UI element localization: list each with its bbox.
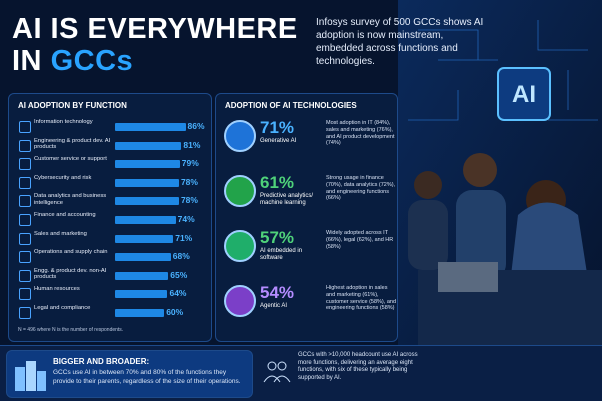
technology-item: 57% AI embedded in software Widely adopted… xyxy=(224,226,396,278)
technology-icon xyxy=(224,285,256,317)
value-label: 79% xyxy=(181,158,199,169)
panel-title: AI ADOPTION BY FUNCTION xyxy=(18,101,127,110)
technology-icon xyxy=(224,230,256,262)
building-icon xyxy=(15,361,46,391)
category-label: Customer service or support xyxy=(34,156,107,163)
function-row: Operations and supply chain 68% xyxy=(19,248,211,265)
technology-item: 61% Predictive analytics/ machine learnin… xyxy=(224,171,396,223)
technology-detail: Widely adopted across IT (66%), legal (6… xyxy=(326,230,394,250)
category-label: Legal and compliance xyxy=(34,305,91,311)
technology-name: Generative AI xyxy=(260,138,297,144)
function-row: Sales and marketing 71% xyxy=(19,230,211,247)
function-icon xyxy=(19,195,31,208)
technology-item: 71% Generative AI Most adoption in IT (84%… xyxy=(224,116,396,168)
title: IN GCCs xyxy=(12,46,133,76)
category-label: Data analytics and business intelligence xyxy=(34,193,107,206)
value-label: 60% xyxy=(166,307,184,317)
function-icon xyxy=(19,121,31,133)
ai-sign: AI xyxy=(512,81,536,108)
function-icon xyxy=(19,251,31,264)
footer-side-text: GCCs with >10,000 headcount use AI acros… xyxy=(298,352,418,381)
technology-item: 54% Agentic AI Highest adoption in sales a… xyxy=(224,281,396,333)
function-row: Engg. & product dev. non-AI products 65% xyxy=(19,267,211,284)
function-row: Engineering & product dev. AI products 81… xyxy=(19,137,211,154)
category-label: Engg. & product dev. non-AI products xyxy=(34,267,107,281)
function-icon xyxy=(19,288,31,301)
bar xyxy=(115,290,168,299)
footer: BIGGER AND BROADER: GCCs use AI in betwe… xyxy=(0,345,602,401)
category-label: Cybersecurity and risk xyxy=(34,174,92,181)
bar xyxy=(115,197,179,206)
bar xyxy=(115,178,179,187)
function-row: Data analytics and business intelligence… xyxy=(19,192,211,209)
function-icon xyxy=(19,158,31,171)
function-panel: AI ADOPTION BY FUNCTION N = 496 where N … xyxy=(8,93,212,342)
function-icon xyxy=(19,232,31,245)
note: N = 496 where N is the number of respond… xyxy=(18,327,124,333)
photo: AI xyxy=(398,0,602,345)
function-icon xyxy=(19,269,31,282)
footer-heading: BIGGER AND BROADER: xyxy=(53,357,150,366)
function-icon xyxy=(19,139,31,152)
technology-detail: Most adoption in IT (84%), sales and mar… xyxy=(326,120,395,147)
function-row: Human resources 64% xyxy=(19,285,211,302)
value-label: 74% xyxy=(177,214,195,224)
technology-detail: Highest adoption in sales and marketing … xyxy=(326,285,396,312)
technology-name: Agentic AI xyxy=(260,303,288,309)
value-label: 86% xyxy=(187,121,205,131)
category-label: Human resources xyxy=(34,286,80,293)
bar xyxy=(115,123,186,131)
technology-percent: 71% xyxy=(260,118,295,137)
bar xyxy=(115,234,174,243)
bar xyxy=(115,271,169,280)
people-icon xyxy=(263,361,291,383)
bar xyxy=(115,309,165,317)
category-label: Information technology xyxy=(34,119,93,125)
technology-name: Predictive analytics/ machine learning xyxy=(260,193,314,206)
footer-text: GCCs use AI in between 70% and 80% of th… xyxy=(53,369,241,385)
bar xyxy=(115,253,171,262)
function-row: Legal and compliance 60% xyxy=(19,304,211,321)
value-label: 78% xyxy=(180,195,198,206)
technology-percent: 57% xyxy=(260,228,295,247)
function-row: Information technology 86% xyxy=(19,118,211,135)
technology-icon xyxy=(224,175,256,207)
category-label: Engineering & product dev. AI products xyxy=(34,137,111,151)
value-label: 68% xyxy=(172,251,190,262)
footer-box: BIGGER AND BROADER: GCCs use AI in betwe… xyxy=(6,350,253,398)
title-part: IN xyxy=(12,45,51,77)
technology-icon xyxy=(224,120,256,152)
category-label: Sales and marketing xyxy=(34,230,87,237)
function-row: Cybersecurity and risk 78% xyxy=(19,174,211,191)
function-icon xyxy=(19,176,31,189)
function-row: Finance and accounting 74% xyxy=(19,211,211,228)
value-label: 81% xyxy=(183,139,201,150)
title-highlight: GCCs xyxy=(50,45,134,77)
subtitle: Infosys survey of 500 GCCs shows AI adop… xyxy=(316,17,484,67)
panel-title: ADOPTION OF AI TECHNOLOGIES xyxy=(225,101,357,110)
bar xyxy=(115,141,182,150)
value-label: 71% xyxy=(175,232,193,243)
bar xyxy=(115,160,180,169)
technology-panel: ADOPTION OF AI TECHNOLOGIES 71% Generativ… xyxy=(215,93,398,342)
value-label: 65% xyxy=(170,269,188,280)
value-label: 78% xyxy=(180,176,198,187)
value-label: 64% xyxy=(169,288,187,299)
function-icon xyxy=(19,307,31,319)
function-icon xyxy=(19,214,31,226)
title: AI IS EVERYWHERE xyxy=(12,13,298,45)
technology-detail: Strong usage in finance (70%), data anal… xyxy=(326,175,396,202)
category-label: Finance and accounting xyxy=(34,212,96,218)
technology-percent: 61% xyxy=(260,173,295,192)
technology-percent: 54% xyxy=(260,283,295,302)
function-row: Customer service or support 79% xyxy=(19,155,211,172)
bar xyxy=(115,216,176,224)
category-label: Operations and supply chain xyxy=(34,249,108,256)
technology-name: AI embedded in software xyxy=(260,248,303,261)
